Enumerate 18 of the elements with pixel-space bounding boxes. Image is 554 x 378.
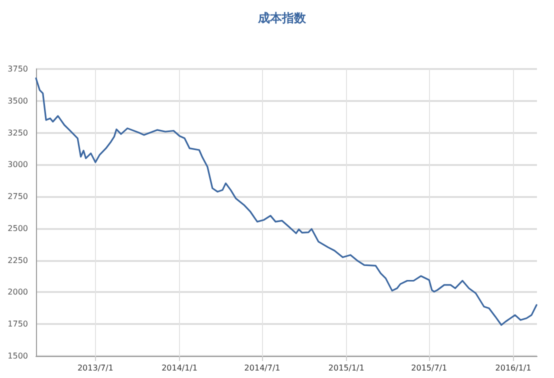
chart-title: 成本指数 (257, 11, 307, 25)
y-tick-label: 2500 (8, 224, 28, 233)
y-tick-label: 2250 (8, 256, 28, 265)
y-tick-label: 3500 (8, 96, 28, 106)
y-tick-label: 1500 (8, 352, 28, 360)
line-series (35, 78, 538, 326)
x-tick-label: 2015/1/1 (328, 364, 364, 372)
x-tick-label: 2015/7/1 (411, 364, 448, 372)
y-tick-label: 2000 (8, 288, 28, 297)
y-tick-label: 3000 (8, 160, 28, 170)
x-tick-label: 2014/7/1 (244, 364, 280, 372)
y-tick-label: 3750 (8, 64, 28, 74)
y-tick-label: 3250 (8, 128, 28, 138)
y-tick-label: 1750 (8, 320, 28, 329)
x-tick-label: 2014/1/1 (162, 364, 198, 372)
y-tick-label: 2750 (8, 192, 28, 202)
x-tick-label: 2013/7/1 (77, 364, 114, 372)
x-tick-label: 2016/1/1 (495, 364, 532, 372)
